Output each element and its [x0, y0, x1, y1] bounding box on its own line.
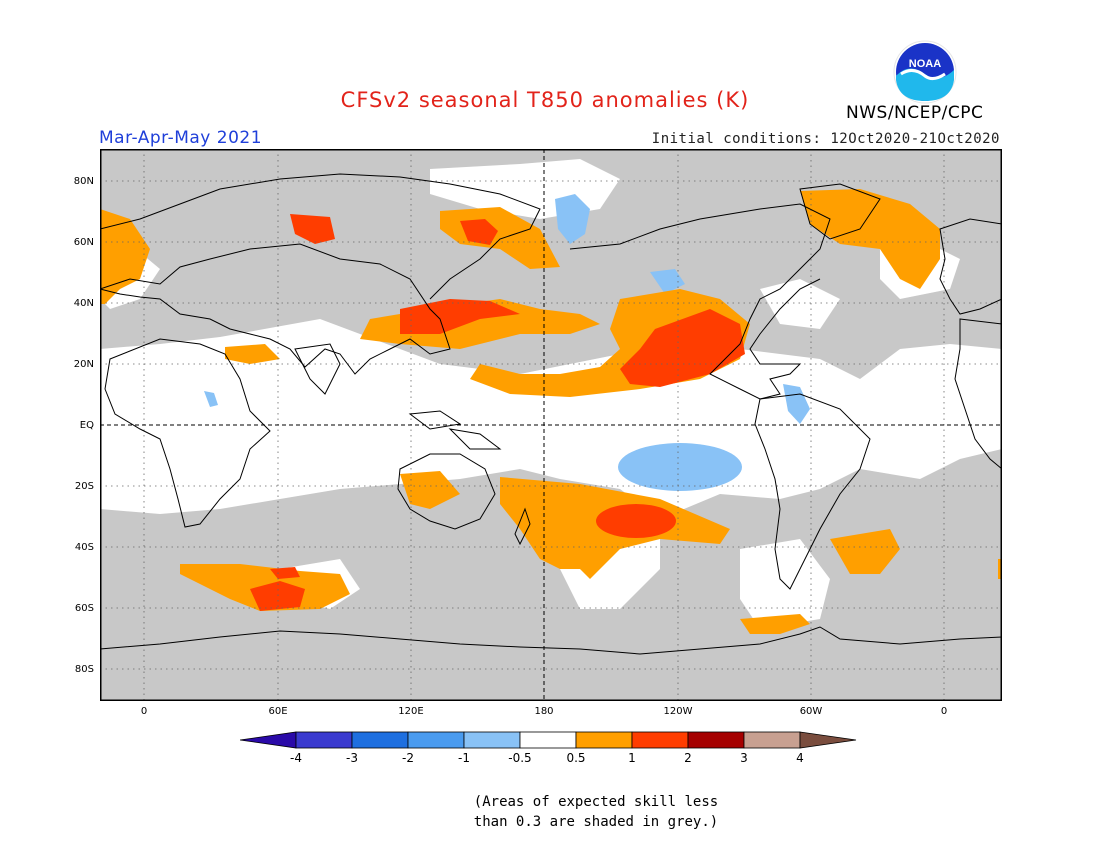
legend-tick-label: 2 — [684, 751, 692, 765]
agency-label: NWS/NCEP/CPC — [846, 103, 984, 123]
legend-tick-label: -0.5 — [508, 751, 531, 765]
color-legend: -4 -3 -2 -1 -0.5 0.5 1 2 3 4 — [240, 731, 857, 765]
lat-label: 80N — [74, 176, 94, 187]
legend-tick-label: -4 — [290, 751, 302, 765]
noaa-logo: NOAA — [893, 40, 957, 104]
coastlines — [100, 173, 1002, 655]
legend-swatch — [519, 731, 577, 749]
footnote-line-2: than 0.3 are shaded in grey.) — [473, 814, 719, 830]
legend-swatch — [351, 731, 409, 749]
legend-tick-label: -1 — [458, 751, 470, 765]
lat-label: 80S — [75, 664, 94, 675]
lon-label: 120E — [398, 706, 423, 717]
lon-label: 0 — [941, 706, 947, 717]
latitude-label-column: 80N 60N 40N 20N EQ 20S 40S 60S 80S — [74, 176, 94, 675]
legend-tick-label: -3 — [346, 751, 358, 765]
legend-swatch — [743, 731, 801, 749]
anomaly-map: 80N 60N 40N 20N EQ 20S 40S 60S 80S — [100, 149, 1002, 701]
footnote-line-1: (Areas of expected skill less — [473, 794, 719, 810]
lat-label: 60N — [74, 237, 94, 248]
legend-swatches — [240, 731, 857, 749]
lon-label: 60W — [800, 706, 823, 717]
legend-swatch — [463, 731, 521, 749]
legend-swatch-min — [240, 731, 297, 749]
lat-label: 40S — [75, 542, 94, 553]
lat-label: EQ — [80, 420, 94, 431]
legend-swatch-max — [799, 731, 857, 749]
cool-anomaly-regions — [204, 194, 810, 491]
lon-label: 60E — [268, 706, 287, 717]
lat-label: 60S — [75, 603, 94, 614]
lon-label: 180 — [534, 706, 553, 717]
longitude-labels: 0 60E 120E 180 120W 60W 0 — [141, 706, 947, 717]
logo-text: NOAA — [909, 58, 941, 70]
legend-swatch — [575, 731, 633, 749]
lon-label: 120W — [664, 706, 693, 717]
legend-tick-label: 4 — [796, 751, 804, 765]
legend-tick-labels: -4 -3 -2 -1 -0.5 0.5 1 2 3 4 — [290, 751, 804, 765]
legend-tick-label: 0.5 — [566, 751, 585, 765]
lon-label: 0 — [141, 706, 147, 717]
map-frame — [100, 149, 1002, 701]
legend-swatch — [631, 731, 689, 749]
legend-swatch — [295, 731, 353, 749]
lat-label: 40N — [74, 298, 94, 309]
legend-swatch — [687, 731, 745, 749]
skill-footnote: (Areas of expected skill less than 0.3 a… — [0, 792, 1100, 832]
legend-tick-label: 3 — [740, 751, 748, 765]
map-title: CFSv2 seasonal T850 anomalies (K) — [340, 88, 750, 112]
legend-swatch — [407, 731, 465, 749]
strong-warm-anomaly-regions — [250, 214, 745, 611]
lat-label: 20N — [74, 359, 94, 370]
legend-tick-label: -2 — [402, 751, 414, 765]
legend-tick-label: 1 — [628, 751, 636, 765]
initial-conditions-label: Initial conditions: 12Oct2020-21Oct2020 — [651, 131, 1000, 147]
season-label: Mar-Apr-May 2021 — [99, 128, 263, 148]
lat-label: 20S — [75, 481, 94, 492]
